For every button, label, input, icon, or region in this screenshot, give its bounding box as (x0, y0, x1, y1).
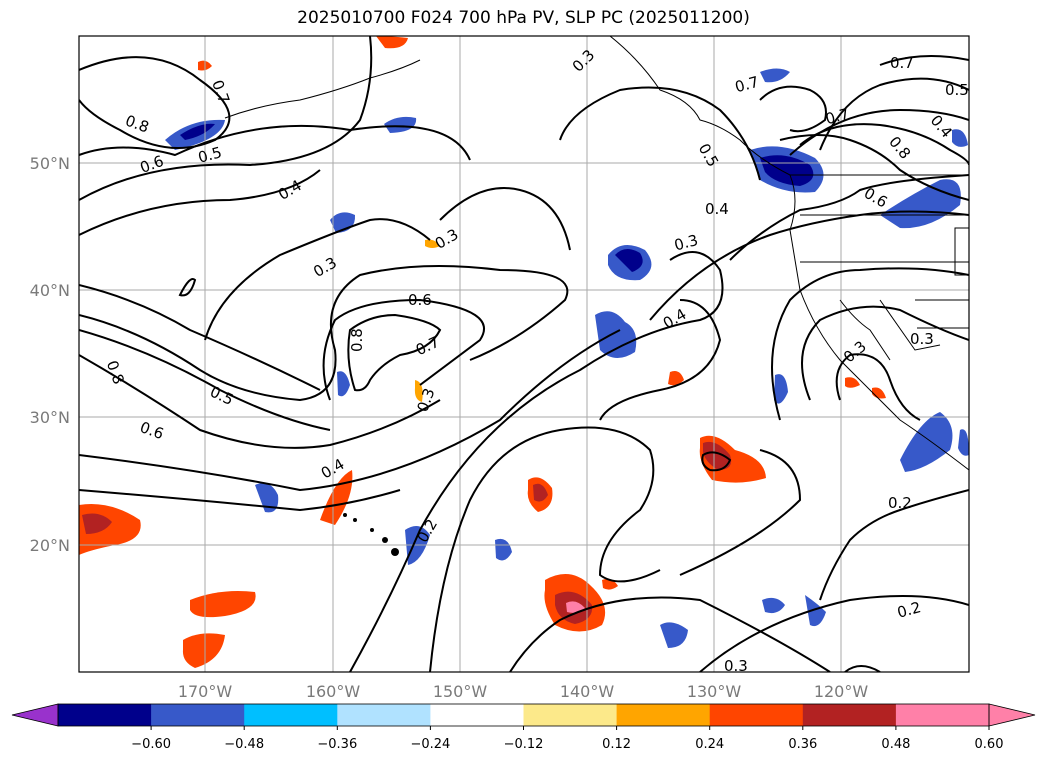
colorbar-tick-label: 0.36 (788, 737, 817, 752)
colorbar-segments (58, 704, 990, 726)
contour-label: 0.6 (408, 291, 432, 309)
plot-frame (78, 35, 970, 673)
pv-positive-blob (82, 513, 112, 534)
colorbar-tick-label: 0.12 (602, 737, 631, 752)
colorbar-tick-label: −0.36 (317, 737, 357, 752)
pv-positive-blob (566, 601, 585, 613)
pv-negative-blob (900, 412, 953, 472)
pv-negative-blob (660, 622, 688, 648)
pv-negative-blob (958, 429, 969, 456)
pv-positive-blob (703, 441, 732, 470)
contour-label: 0.5 (945, 81, 969, 99)
contour-label: 0.3 (910, 330, 934, 348)
lat-label: 40°N (30, 281, 70, 300)
colorbar-extend-right (988, 703, 1036, 727)
colorbar-segment (151, 704, 245, 726)
pv-positive-blob (376, 36, 408, 49)
coastlines (224, 36, 969, 471)
colorbar-tick-label: 0.24 (695, 737, 724, 752)
contour-label: 0.3 (672, 231, 700, 255)
pv-negative-blob (180, 123, 215, 140)
pv-positive-blob (425, 239, 440, 248)
contour-label: 0.2 (895, 598, 923, 622)
lon-label: 160°W (306, 682, 361, 701)
pv-negative-blob (774, 374, 788, 404)
slp-contour-labels: 0.8 0.6 0.5 0.7 0.4 0.3 0.3 0.3 0.6 0.7 … (103, 46, 969, 675)
pv-positive-blob (190, 591, 256, 618)
pv-negative-blob (805, 595, 826, 627)
colorbar-tick-label: 0.48 (881, 737, 910, 752)
pv-negative-blob (595, 311, 637, 359)
longitude-labels: 170°W 160°W 150°W 140°W 130°W 120°W (178, 682, 869, 701)
pv-negative-blob (760, 68, 790, 83)
pv-negative-blob (615, 248, 643, 272)
contour-label: 0.5 (196, 143, 224, 167)
lat-label: 30°N (30, 408, 70, 427)
contour-label: 0.7 (733, 73, 761, 97)
lon-label: 170°W (178, 682, 233, 701)
pv-negative-blob (255, 482, 279, 513)
colorbar-segment (430, 704, 524, 726)
colorbar-segment (337, 704, 431, 726)
colorbar-tick-label: −0.48 (224, 737, 264, 752)
lon-label: 150°W (433, 682, 488, 701)
colorbar-segment (709, 704, 804, 726)
colorbar-tick-label: −0.24 (410, 737, 450, 752)
plot-area (79, 36, 969, 672)
pv-negative-blob (495, 538, 512, 561)
colorbar-segment (58, 704, 152, 726)
latitude-labels: 50°N 40°N 30°N 20°N (30, 154, 70, 555)
pv-negative-blob (762, 597, 785, 614)
slp-contours (79, 36, 969, 672)
colorbar-ticks: −0.60 −0.48 −0.36 −0.24 −0.12 0.12 0.24 0.36 0.4… (131, 726, 1003, 752)
lat-label: 20°N (30, 536, 70, 555)
colorbar-extend-left (11, 703, 59, 727)
lat-label: 50°N (30, 154, 70, 173)
hawaiian-islands (343, 513, 399, 556)
pv-positive-blob (182, 633, 225, 668)
pv-positive-blob (668, 371, 684, 386)
pv-negative-blob (384, 116, 417, 133)
contour-label: 0.3 (724, 657, 748, 675)
colorbar-tick-label: −0.12 (504, 737, 544, 752)
colorbar-segment (616, 704, 711, 726)
contour-label: 0.2 (888, 494, 912, 512)
pv-negative-blob (337, 371, 350, 397)
lon-label: 120°W (814, 682, 869, 701)
pv-negative-blob (952, 129, 968, 147)
contour-label: 0.7 (824, 105, 852, 129)
colorbar: −0.60 −0.48 −0.36 −0.24 −0.12 0.12 0.24 0.36 0.4… (11, 703, 1036, 752)
contour-label: 0.4 (705, 200, 729, 218)
colorbar-segment (895, 704, 990, 726)
contour-label: 0.8 (348, 328, 366, 352)
lon-label: 130°W (687, 682, 742, 701)
colorbar-tick-label: 0.60 (975, 737, 1004, 752)
map-title: 2025010700 F024 700 hPa PV, SLP PC (2025… (297, 8, 750, 28)
colorbar-segment (523, 704, 618, 726)
pv-positive-blob (845, 377, 860, 388)
lon-label: 140°W (560, 682, 615, 701)
colorbar-segment (802, 704, 897, 726)
pv-positive-blob (533, 483, 548, 502)
contour-label: 0.7 (890, 54, 914, 72)
pv-fill-layer (79, 36, 969, 668)
colorbar-segment (244, 704, 338, 726)
colorbar-tick-label: −0.60 (131, 737, 171, 752)
